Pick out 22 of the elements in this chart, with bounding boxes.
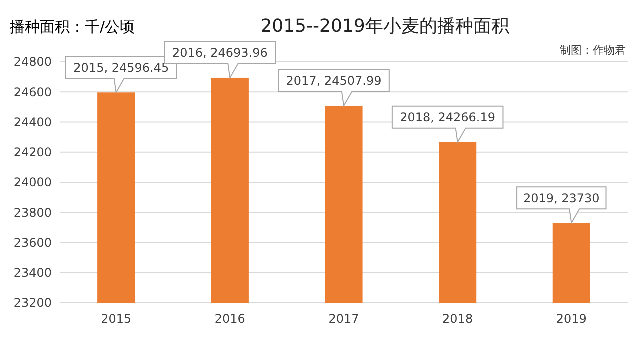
x-tick-label: 2015 — [101, 312, 132, 326]
x-tick-label: 2016 — [214, 312, 246, 326]
y-tick-label: 23600 — [14, 236, 52, 250]
y-tick-label: 24400 — [14, 115, 52, 130]
x-tick-label: 2018 — [442, 312, 474, 326]
chart-title: 2015--2019年小麦的播种面积 — [260, 16, 510, 37]
x-tick-label: 2017 — [328, 312, 360, 326]
text: 制图：作物君 — [560, 44, 626, 57]
y-tick-label: 24200 — [14, 146, 52, 160]
y-tick-label: 24800 — [14, 55, 52, 70]
y-tick-label: 23800 — [14, 206, 52, 220]
y-axis-title: 播种面积：千/公顷 — [10, 18, 136, 36]
x-tick-label: 2019 — [556, 312, 587, 326]
data-label: 2018, 24266.19 — [400, 110, 496, 125]
data-label: 2019, 23730 — [523, 191, 600, 206]
y-tick-label: 23200 — [14, 296, 52, 310]
data-label: 2015, 24596.45 — [74, 60, 170, 75]
y-tick-label: 23400 — [14, 266, 52, 280]
data-label: 2017, 24507.99 — [286, 74, 382, 88]
data-label: 2016, 24693.96 — [172, 46, 268, 60]
y-tick-label: 24000 — [14, 176, 52, 190]
y-tick-label: 24600 — [14, 85, 52, 100]
